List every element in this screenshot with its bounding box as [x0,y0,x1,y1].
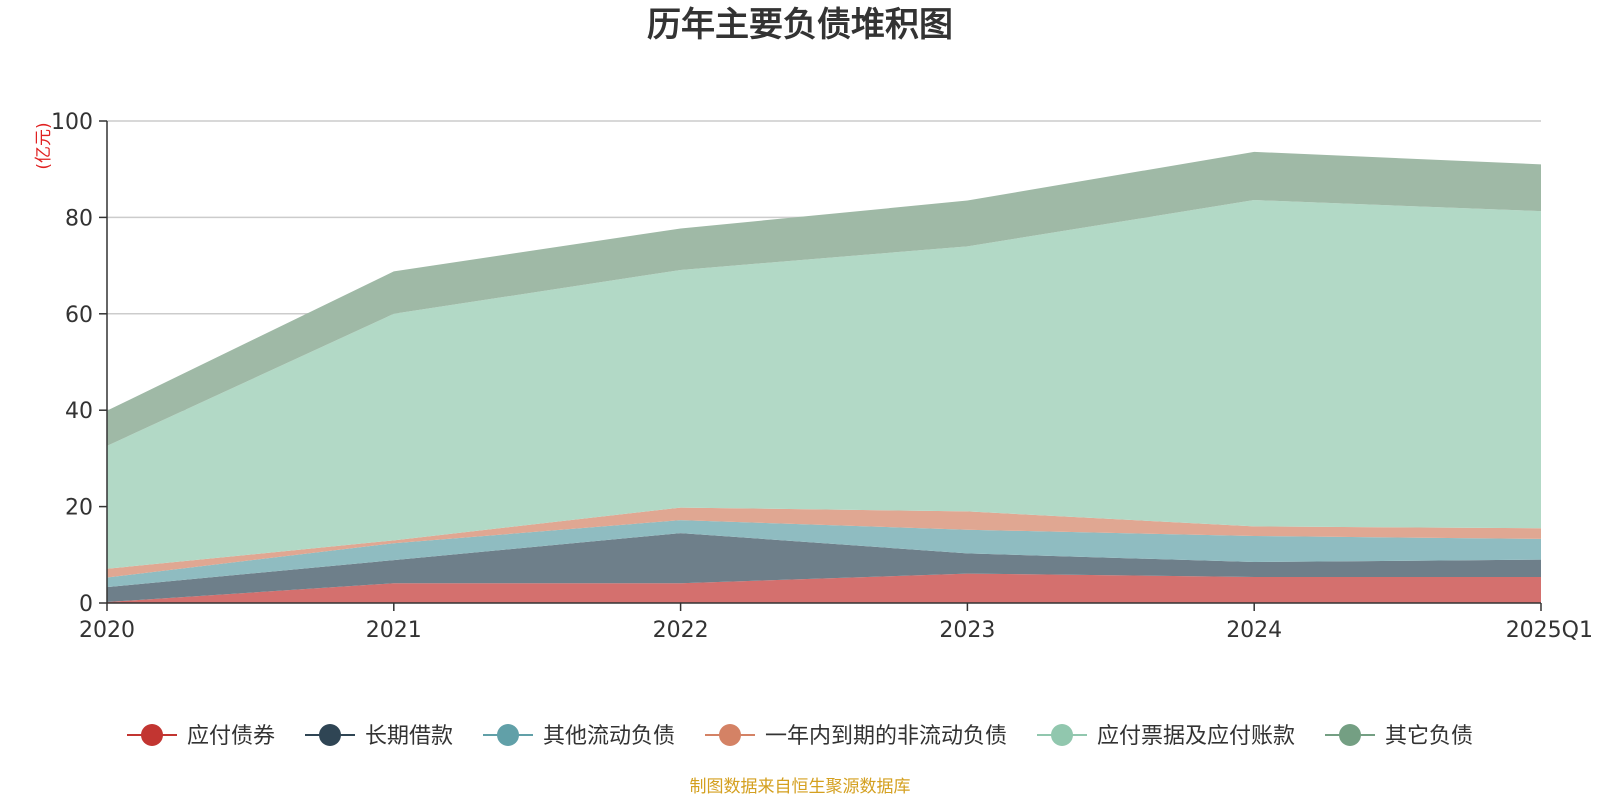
legend-label-5: 其它负债 [1385,724,1473,749]
y-tick-label-1: 20 [65,496,93,521]
axes: 0 20 40 60 80 100 2020 2021 2022 2023 2024 2025Q1 [51,110,1593,643]
y-tick-label-2: 40 [65,399,93,424]
legend-label-2: 其他流动负债 [543,724,675,749]
x-tick-label-5: 2025Q1 [1506,618,1593,643]
legend-marker-1 [319,724,341,746]
legend-item-2[interactable]: 其他流动负债 [483,724,675,749]
area-series-2 [107,520,1541,588]
x-tick-label-1: 2021 [366,618,422,643]
y-axis-unit-label: (亿元) [34,122,54,169]
legend-label-4: 应付票据及应付账款 [1097,724,1295,749]
x-tick-label-0: 2020 [79,618,135,643]
area-series-1 [107,533,1541,603]
area-series-0 [107,573,1541,603]
data-source-note: 制图数据来自恒生聚源数据库 [690,777,911,797]
area-series-4 [107,200,1541,569]
area-series [107,151,1541,603]
legend-item-1[interactable]: 长期借款 [305,724,453,749]
x-tick-label-2: 2022 [653,618,709,643]
legend-item-3[interactable]: 一年内到期的非流动负债 [705,724,1007,749]
legend-label-1: 长期借款 [365,724,453,749]
legend-marker-3 [719,724,741,746]
legend-marker-0 [141,724,163,746]
x-tick-label-3: 2023 [939,618,995,643]
area-series-3 [107,507,1541,578]
legend-label-3: 一年内到期的非流动负债 [765,724,1007,749]
y-tick-label-5: 100 [51,110,93,135]
legend: 应付债券 长期借款 其他流动负债 一年内到期的非流动负债 应付票据及应付账款 其它负债 [127,724,1473,749]
legend-marker-2 [497,724,519,746]
legend-item-5[interactable]: 其它负债 [1325,724,1473,749]
chart-title: 历年主要负债堆积图 [647,5,953,45]
y-tick-label-4: 80 [65,206,93,231]
legend-item-0[interactable]: 应付债券 [127,724,275,749]
legend-item-4[interactable]: 应付票据及应付账款 [1037,724,1295,749]
x-tick-label-4: 2024 [1226,618,1282,643]
legend-marker-4 [1051,724,1073,746]
area-series-5 [107,151,1541,446]
legend-marker-5 [1339,724,1361,746]
legend-label-0: 应付债券 [187,724,275,749]
y-tick-label-3: 60 [65,303,93,328]
y-tick-label-0: 0 [79,592,93,617]
